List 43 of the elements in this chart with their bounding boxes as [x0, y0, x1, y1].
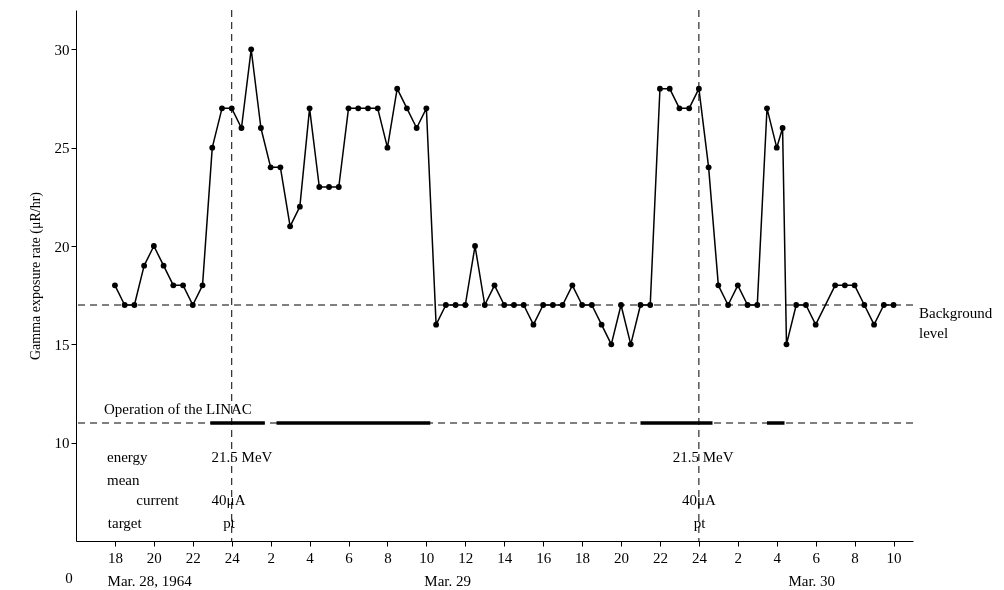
- annotation: 21.5 MeV: [672, 449, 734, 466]
- x-tick-label: 4: [773, 549, 782, 566]
- y-tick-label: 25: [54, 140, 70, 157]
- annotation: 40μA: [681, 492, 717, 509]
- text: Mar. 30: [788, 572, 836, 589]
- y-axis-title: Gamma exposure rate (μR/hr): [27, 191, 44, 361]
- x-tick-label: 16: [536, 549, 552, 566]
- x-tick-label: 4: [306, 549, 315, 566]
- x-tick-label: 8: [851, 549, 859, 566]
- text: Mar. 28, 1964: [107, 572, 193, 589]
- x-tick-label: 24: [224, 549, 241, 566]
- annotation: target: [107, 514, 143, 531]
- x-tick-label: 10: [886, 549, 902, 566]
- x-tick-label: 10: [419, 549, 435, 566]
- annotation: 40μA: [211, 492, 246, 509]
- x-tick-label: 22: [652, 549, 668, 566]
- annotation: current: [136, 492, 180, 509]
- annotation: mean: [106, 471, 140, 488]
- x-tick-label: 14: [497, 549, 513, 566]
- x-tick-label: 12: [458, 549, 474, 566]
- ref-line-label: Operation of the LINAC: [104, 401, 252, 417]
- ref-line-label: Background level: [919, 305, 993, 341]
- x-tick-label: 8: [384, 549, 392, 566]
- x-tick-label: 24: [691, 549, 708, 566]
- y-tick-label: 20: [54, 238, 70, 255]
- x-tick-label: 6: [345, 549, 354, 566]
- x-tick-label: 18: [575, 549, 591, 566]
- x-tick-label: 20: [146, 549, 162, 566]
- annotation: pt: [223, 514, 236, 531]
- y-tick-label: 30: [54, 41, 70, 58]
- x-tick-label: 18: [107, 549, 123, 566]
- annotation: pt: [693, 514, 707, 531]
- x-tick-label: 22: [185, 549, 201, 566]
- y-tick-label: 10: [54, 435, 70, 452]
- annotation: energy: [106, 449, 149, 466]
- x-tick-label: 2: [267, 549, 275, 566]
- text: Mar. 29: [424, 572, 471, 589]
- y-tick-label: 15: [54, 336, 70, 353]
- x-tick-label: 2: [734, 549, 743, 566]
- text: 0: [65, 570, 73, 587]
- annotation: 21.5 MeV: [211, 449, 273, 466]
- x-tick-label: 6: [812, 549, 821, 566]
- x-tick-label: 20: [614, 549, 630, 566]
